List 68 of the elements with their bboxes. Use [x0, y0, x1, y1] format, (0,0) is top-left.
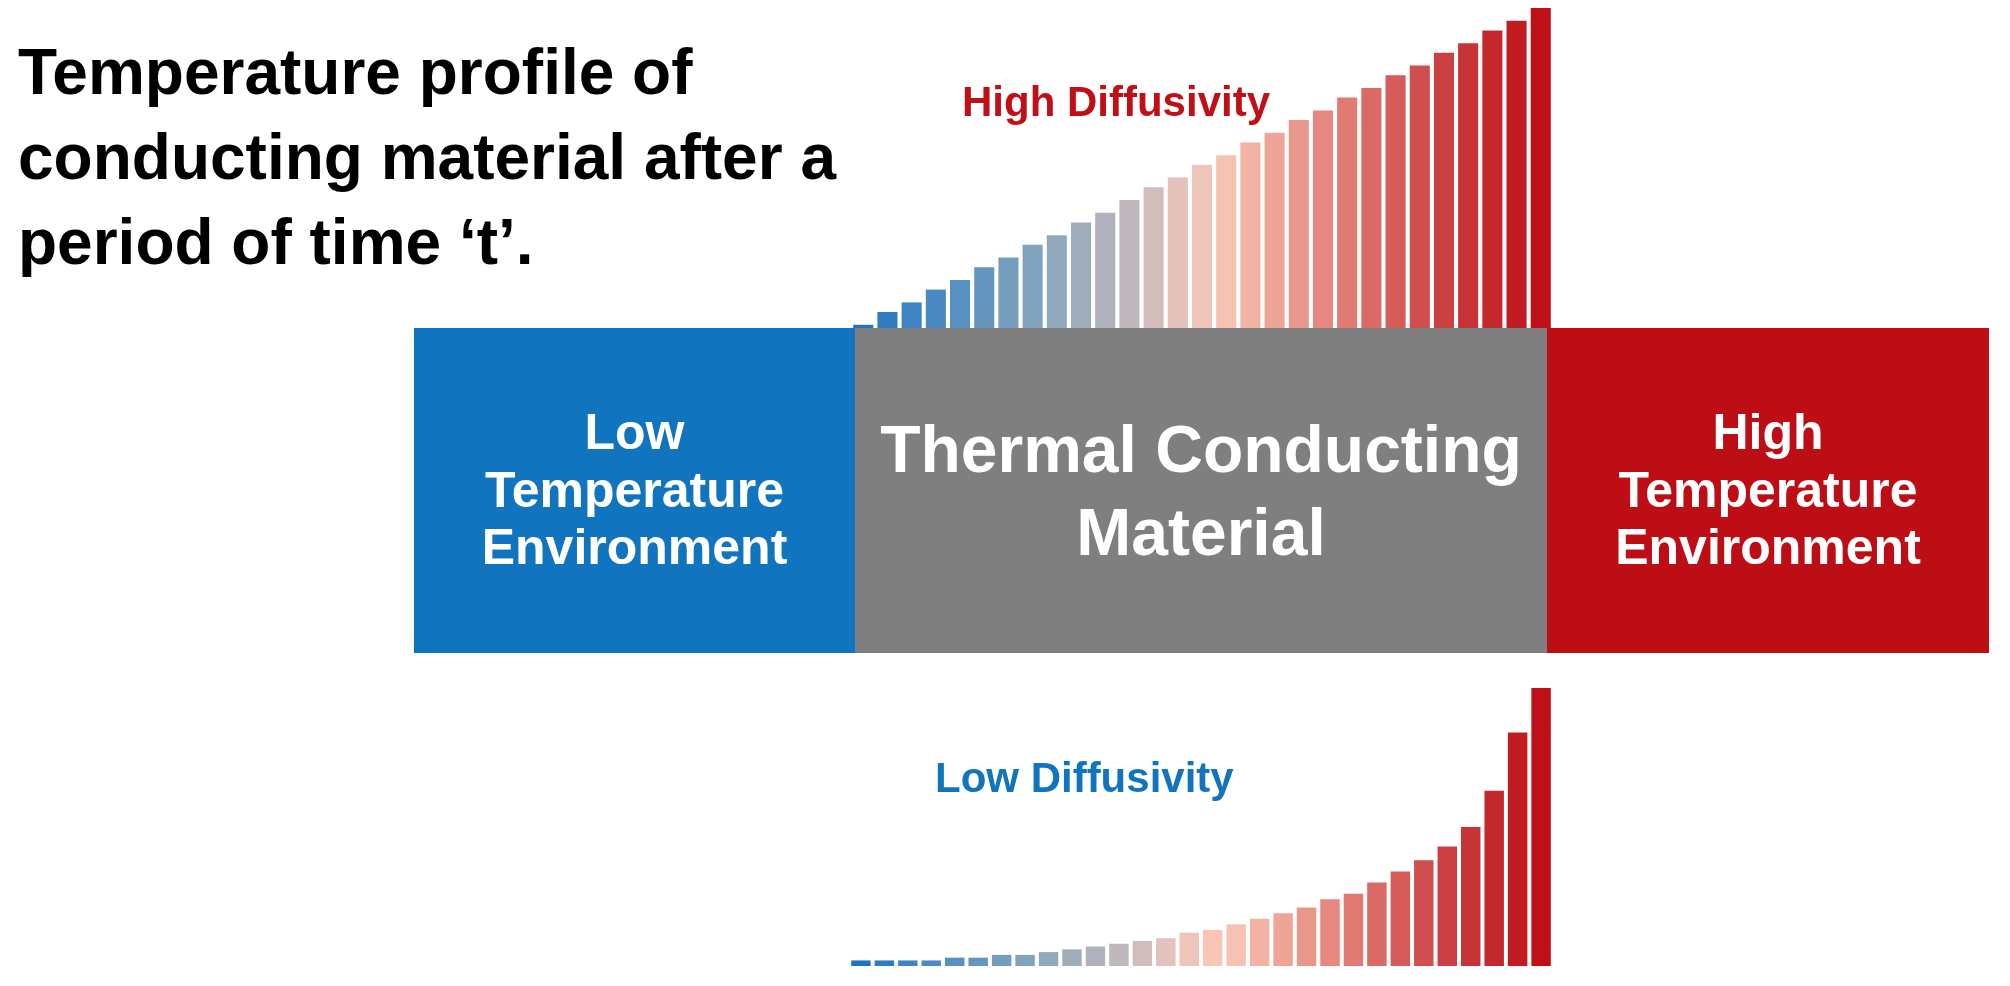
bar	[1484, 790, 1504, 966]
bar	[998, 257, 1019, 328]
bar	[1507, 732, 1528, 966]
bar	[1506, 20, 1527, 328]
bar	[1437, 846, 1458, 966]
bar	[1167, 177, 1188, 328]
bar	[1367, 882, 1387, 966]
category-label: Low Temperature Environment	[480, 404, 789, 577]
bar	[950, 280, 971, 328]
text: Low Diffusivity	[935, 754, 1234, 802]
bar	[1109, 943, 1129, 966]
bar	[1240, 142, 1261, 328]
text: Temperature profile of conducting material after a period of time ‘t’.	[18, 35, 838, 280]
bar	[1156, 938, 1176, 966]
bar	[1022, 244, 1043, 328]
bar	[1132, 940, 1153, 966]
bar	[1320, 899, 1340, 966]
bar	[944, 957, 965, 966]
bar	[1249, 918, 1270, 966]
bar	[1531, 688, 1551, 966]
bar	[901, 302, 922, 328]
bar	[1312, 110, 1334, 328]
bar	[1038, 952, 1059, 966]
bar	[1273, 913, 1293, 966]
bar	[853, 324, 874, 328]
bar	[1062, 949, 1082, 966]
bar	[1085, 946, 1106, 966]
bar	[1202, 929, 1223, 966]
bar	[1337, 97, 1358, 328]
label-box: High Temperature Environment	[1547, 328, 1989, 653]
label-box: Thermal Conducting Material	[855, 328, 1547, 653]
bar	[1095, 212, 1116, 328]
bar	[1015, 954, 1035, 966]
bar	[1530, 8, 1551, 328]
bar	[1143, 187, 1164, 328]
bar	[1361, 88, 1382, 328]
bar	[877, 312, 898, 328]
bar	[1409, 65, 1430, 328]
label-box: Low Temperature Environment	[414, 328, 855, 653]
bar	[1191, 164, 1213, 328]
bar	[1414, 860, 1434, 966]
bar	[991, 954, 1012, 966]
bar	[1482, 30, 1503, 328]
bar	[851, 960, 871, 966]
bar	[1288, 120, 1309, 328]
bar	[1226, 924, 1246, 966]
bar	[1070, 222, 1092, 328]
bar	[1296, 907, 1317, 966]
bar	[921, 960, 941, 966]
bar	[1216, 155, 1237, 328]
bar	[898, 960, 918, 966]
bar	[925, 289, 946, 328]
bar	[874, 960, 895, 966]
category-label: High Temperature Environment	[1614, 404, 1922, 577]
bar	[1433, 52, 1454, 328]
bar	[1046, 235, 1067, 328]
bar	[1264, 132, 1285, 328]
bar	[1390, 871, 1411, 966]
bar	[1461, 827, 1481, 966]
bar	[1458, 43, 1479, 328]
bar	[1343, 893, 1364, 966]
bar	[1119, 200, 1140, 328]
bar	[1179, 932, 1200, 966]
category-label: Thermal Conducting Material	[879, 411, 1523, 571]
bar	[968, 957, 988, 966]
bar	[1385, 75, 1406, 328]
bar	[974, 267, 995, 328]
text: High Diffusivity	[962, 78, 1271, 126]
